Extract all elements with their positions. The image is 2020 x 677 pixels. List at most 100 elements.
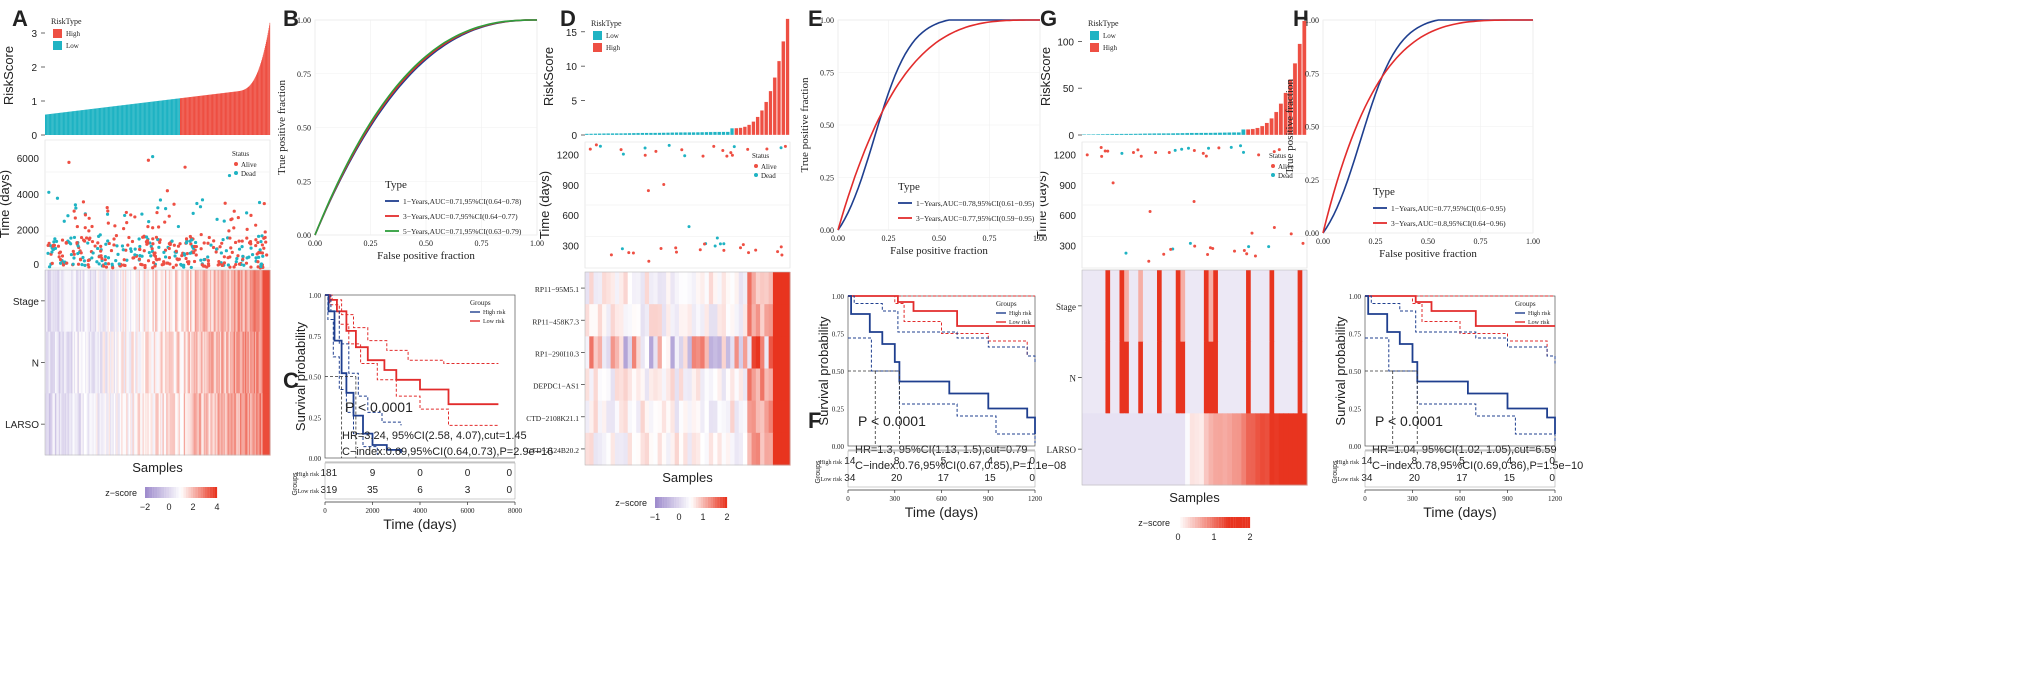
heatmap-cell — [180, 270, 182, 333]
risk-bar — [181, 98, 183, 135]
heatmap-cell — [110, 393, 112, 456]
heatmap-cell — [223, 331, 226, 394]
risk-bar — [167, 99, 168, 135]
risk-legend-key — [1090, 31, 1099, 40]
heatmap-cell — [182, 331, 185, 394]
status-point — [620, 247, 624, 251]
heatmap-cell — [48, 331, 51, 394]
heatmap-cell — [90, 331, 92, 394]
risk-bar — [768, 90, 773, 136]
risk-bar — [154, 101, 156, 135]
risk-bar — [139, 103, 141, 135]
heatmap-cell — [640, 368, 646, 402]
status-point — [226, 263, 230, 267]
heatmap-cell — [640, 432, 646, 466]
heatmap-cell — [602, 304, 607, 337]
status-point — [163, 255, 168, 259]
heatmap-cell — [96, 270, 98, 333]
risk-bar — [97, 108, 99, 135]
status-point — [195, 201, 199, 206]
heatmap-cell — [257, 270, 260, 333]
status-point — [47, 190, 51, 194]
heatmap-cell — [261, 270, 263, 333]
status-point — [256, 234, 261, 238]
heatmap-cell — [1128, 270, 1135, 343]
risk-bar — [238, 91, 239, 135]
heatmap-cell — [649, 272, 654, 305]
heatmap-cell — [95, 393, 97, 456]
heatmap-cell — [1147, 270, 1153, 343]
heatmap-cell — [1246, 341, 1252, 414]
heatmap-cell — [221, 331, 223, 394]
heatmap-cell — [1152, 341, 1158, 414]
colorbar-segment — [676, 497, 680, 508]
heatmap-cell — [57, 331, 60, 394]
risk-table-cell: 4 — [987, 456, 993, 467]
heatmap-cell — [206, 331, 208, 394]
status-point — [241, 254, 245, 258]
roc-xlabel: False positive fraction — [890, 245, 988, 257]
risk-bar — [213, 94, 214, 135]
risk-bar — [258, 68, 260, 135]
heatmap-cell — [52, 331, 55, 394]
heatmap-row-label: DEPDC1−AS1 — [533, 382, 579, 391]
colorbar-segment — [195, 487, 198, 498]
heatmap-cell — [1133, 341, 1139, 414]
risk-bar — [260, 63, 262, 135]
heatmap-cell — [211, 393, 213, 456]
status-point — [73, 216, 77, 220]
km-legend-label: Low risk — [1528, 320, 1550, 326]
status-point — [1253, 254, 1257, 258]
heatmap-cell — [1297, 413, 1303, 486]
status-point — [662, 182, 666, 186]
status-point — [259, 264, 263, 269]
status-point — [236, 254, 240, 258]
risk-bar — [601, 133, 606, 136]
status-point — [220, 263, 224, 268]
heatmap-cell — [73, 270, 76, 333]
risk-bar — [176, 98, 177, 135]
heatmap-cell — [1091, 341, 1097, 414]
heatmap-cell — [208, 331, 211, 394]
heatmap-cell — [46, 331, 48, 394]
heatmap-cell — [606, 304, 612, 337]
risk-bar — [678, 132, 683, 136]
heatmap-cell — [238, 270, 241, 333]
status-point — [103, 254, 107, 259]
status-point — [151, 242, 155, 246]
heatmap-cell — [88, 331, 91, 394]
risk-bar — [238, 91, 240, 135]
heatmap-cell — [216, 393, 218, 456]
heatmap-cell — [238, 393, 241, 456]
colorbar-segment — [1223, 517, 1227, 528]
risk-bar — [135, 103, 137, 135]
status-point — [1099, 146, 1103, 150]
risk-bar — [148, 102, 149, 135]
heatmap-cell — [683, 400, 688, 434]
heatmap-cell — [173, 393, 176, 456]
risk-bar — [144, 102, 146, 135]
heatmap-cell — [653, 400, 659, 434]
status-point — [56, 244, 61, 248]
heatmap-cell — [142, 393, 145, 456]
heatmap-cell — [721, 304, 727, 337]
heatmap-cell — [1110, 270, 1116, 343]
heatmap-cell — [252, 331, 255, 394]
km-ci-curve — [1365, 337, 1556, 443]
colorbar-segment — [147, 487, 150, 498]
heatmap-cell — [187, 270, 190, 333]
risk-bar — [89, 109, 91, 135]
heatmap-cell — [691, 368, 697, 402]
heatmap-cell — [233, 331, 236, 394]
heatmap-cell — [172, 270, 175, 333]
risk-bar — [614, 133, 619, 136]
heatmap-cell — [1152, 413, 1158, 486]
heatmap-cell — [186, 270, 188, 333]
risk-bar — [117, 105, 119, 135]
risk-bar — [92, 108, 93, 135]
risk-bar — [52, 113, 54, 135]
heatmap-cell — [772, 432, 778, 466]
heatmap-cell — [233, 270, 236, 333]
heatmap-cell — [1302, 270, 1308, 343]
status-point — [192, 251, 196, 255]
